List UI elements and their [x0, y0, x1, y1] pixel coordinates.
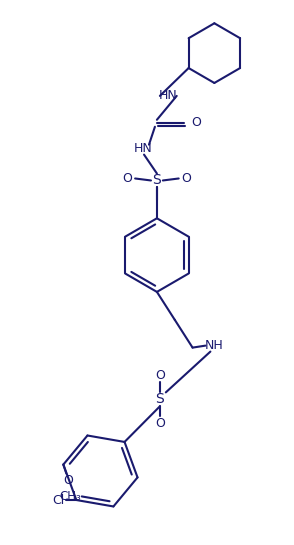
Text: NH: NH	[205, 339, 224, 352]
Text: O: O	[155, 417, 165, 429]
Text: O: O	[155, 369, 165, 382]
Text: HN: HN	[134, 142, 152, 155]
Text: HN: HN	[158, 89, 177, 102]
Text: Cl: Cl	[52, 494, 65, 506]
Text: O: O	[64, 474, 73, 487]
Text: O: O	[182, 172, 192, 185]
Text: S: S	[153, 173, 161, 187]
Text: CH₃: CH₃	[59, 490, 81, 503]
Text: O: O	[122, 172, 132, 185]
Text: O: O	[192, 116, 201, 129]
Text: S: S	[156, 392, 164, 407]
